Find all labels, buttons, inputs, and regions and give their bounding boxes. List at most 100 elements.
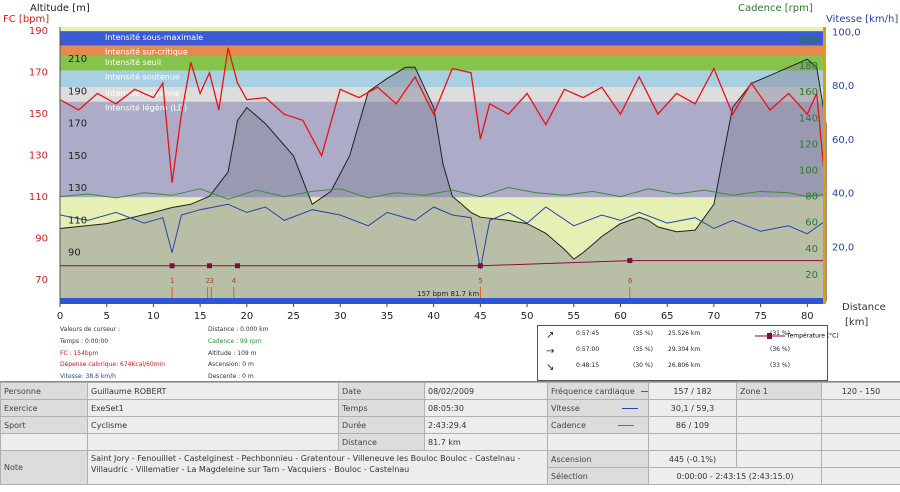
date-label: Date <box>339 383 425 400</box>
zone-label: Intensité légère (LD) <box>105 103 187 113</box>
summary-distance: 25.526 km <box>668 330 700 337</box>
cursor-title: Valeurs de curseur : <box>60 326 120 333</box>
lap-label[interactable]: 5 <box>478 277 482 285</box>
summary-time-pct: (35 %) <box>633 346 653 353</box>
exercice-value[interactable]: ExeSet1 <box>88 400 339 417</box>
zone-label: Intensité sous-maximale <box>105 32 203 42</box>
cadence-tick: 40 <box>805 244 818 255</box>
fc-tick: 170 <box>29 68 48 79</box>
summary-time-pct: (35 %) <box>633 330 653 337</box>
fc-line-swatch <box>641 391 649 392</box>
info-grid: Personne Guillaume ROBERT Date 08/02/200… <box>0 381 900 492</box>
distance-tick: 35 <box>381 311 394 320</box>
fc-axis-title: FC [bpm] <box>3 14 49 25</box>
zone-band <box>60 56 826 71</box>
cadence-tick: 80 <box>805 192 818 203</box>
cadence-tick: 140 <box>799 113 818 124</box>
ascension-value: 445 (-0.1%) <box>649 451 737 468</box>
vitesse-label: Vitesse <box>551 404 580 413</box>
summary-distance-pct: (33 %) <box>770 362 790 369</box>
cursor-depense: Dépense calorique: 674Kcal/60min <box>60 361 165 368</box>
speed-axis-title: Vitesse [km/h] <box>826 14 898 25</box>
selection-bar[interactable] <box>60 298 826 304</box>
vitesse-value: 30,1 / 59,3 <box>649 400 737 417</box>
distance-tick: 20 <box>240 311 253 320</box>
zone-label: Intensité soutenue <box>105 72 180 82</box>
distance-value[interactable]: 81.7 km <box>425 434 548 451</box>
lap-label[interactable]: 3 <box>209 277 213 285</box>
personne-value[interactable]: Guillaume ROBERT <box>88 383 339 400</box>
temperature-point <box>207 263 212 268</box>
selection-value: 0:00:00 - 2:43:15 (2:43:15.0) <box>649 468 822 485</box>
temps-value[interactable]: 08:05:30 <box>425 400 548 417</box>
note-value[interactable]: Saint Jory - Fenouillet - Castelginest -… <box>88 451 548 485</box>
summary-time: 0:57:00 <box>576 346 599 353</box>
duree-label: Durée <box>339 417 425 434</box>
lap-label[interactable]: 1 <box>170 277 174 285</box>
distance-label: Distance <box>339 434 425 451</box>
distance-tick: 45 <box>474 311 487 320</box>
zone-label[interactable]: Zone 1 <box>737 383 822 400</box>
distance-axis-title: Distance <box>842 302 886 313</box>
note-label: Note <box>1 451 88 485</box>
altitude-tick: 90 <box>68 248 81 259</box>
exercice-label: Exercice <box>1 400 88 417</box>
distance-tick: 65 <box>661 311 674 320</box>
summary-direction-icon: ↘ <box>546 362 554 373</box>
cadence-axis-title: Cadence [rpm] <box>738 3 813 14</box>
distance-tick: 55 <box>567 311 580 320</box>
distance-tick: 10 <box>147 311 160 320</box>
cursor-altitude: Altitude : 109 m <box>208 350 257 357</box>
cursor-marker-label: 157 bpm 81.7 km <box>417 290 479 298</box>
speed-tick: 40,0 <box>832 189 854 200</box>
summary-direction-icon: → <box>546 346 554 357</box>
lap-label[interactable]: 6 <box>628 277 633 285</box>
speed-tick: 80,0 <box>832 81 854 92</box>
summary-time: 0:48:15 <box>576 362 599 369</box>
zone-value: 120 - 150 <box>822 383 900 400</box>
distance-tick: 70 <box>708 311 721 320</box>
cadence-value: 86 / 109 <box>649 417 737 434</box>
sport-label: Sport <box>1 417 88 434</box>
sport-value[interactable]: Cyclisme <box>88 417 339 434</box>
cursor-temps: Temps : 0:00:00 <box>60 338 108 345</box>
fc-value: 157 / 182 <box>649 383 737 400</box>
activity-chart[interactable]: Intensité sous-maximale Intensité sur-cri… <box>0 0 900 320</box>
zone-label: Intensité seuil <box>105 57 161 67</box>
cursor-cadence: Cadence : 99 rpm <box>208 338 262 345</box>
summary-distance: 29.304 km <box>668 346 700 353</box>
cadence-tick: 60 <box>805 218 818 229</box>
cursor-descente: Descente : 0 m <box>208 373 254 380</box>
temperature-legend: Température (°C) <box>755 332 839 340</box>
cursor-fc: FC : 154bpm <box>60 350 98 357</box>
lap-label[interactable]: 4 <box>232 277 237 285</box>
date-value[interactable]: 08/02/2009 <box>425 383 548 400</box>
vitesse-line-swatch <box>622 408 638 409</box>
distance-tick: 15 <box>194 311 207 320</box>
distance-axis-unit: [km] <box>845 317 868 328</box>
cadence-tick: 180 <box>799 61 818 72</box>
speed-tick: 20,0 <box>832 242 854 253</box>
altitude-tick: 150 <box>68 151 87 162</box>
zone-label: Intensité sur-critique <box>105 47 188 57</box>
altitude-tick: 110 <box>68 215 87 226</box>
cursor-vitesse: Vitesse: 38,6 km/h <box>60 373 116 380</box>
cursor-ascension: Ascension: 0 m <box>208 361 254 368</box>
distance-tick: 0 <box>57 311 63 320</box>
fc-tick: 90 <box>35 234 48 245</box>
duree-value[interactable]: 2:43:29.4 <box>425 417 548 434</box>
cadence-tick: 100 <box>799 166 818 177</box>
distance-tick: 75 <box>754 311 767 320</box>
temps-label: Temps <box>339 400 425 417</box>
cadence-line-swatch <box>618 425 634 426</box>
summary-direction-icon: ↗ <box>546 330 554 341</box>
cadence-tick: 200 <box>799 35 818 46</box>
distance-tick: 50 <box>521 311 534 320</box>
cadence-tick: 120 <box>799 139 818 150</box>
summary-distance: 26.806 km <box>668 362 700 369</box>
cursor-line[interactable] <box>823 27 826 304</box>
distance-tick: 30 <box>334 311 347 320</box>
altitude-tick: 170 <box>68 119 87 130</box>
temperature-point <box>478 263 483 268</box>
altitude-axis-title: Altitude [m] <box>30 3 90 14</box>
